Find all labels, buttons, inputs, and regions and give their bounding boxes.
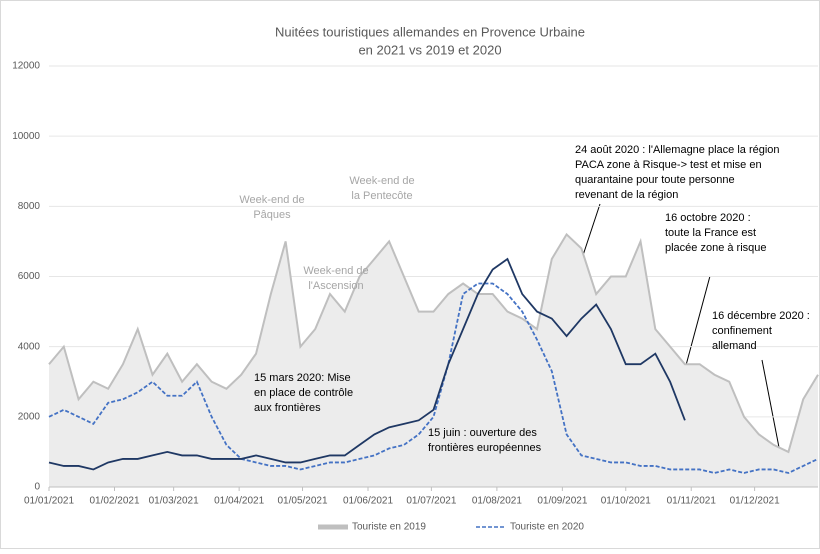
- annotation: revenant de la région: [575, 189, 678, 201]
- annotation: frontières européennes: [428, 442, 542, 454]
- annotation: quarantaine pour toute personne: [575, 174, 735, 186]
- x-tick-label: 01/05/2021: [277, 496, 327, 507]
- annotation: aux frontières: [254, 402, 321, 414]
- y-tick-label: 12000: [12, 61, 40, 72]
- annotation: Week-end de: [349, 175, 414, 187]
- annotation: Week-end de: [239, 194, 304, 206]
- x-tick-label: 01/01/2021: [24, 496, 74, 507]
- annotation: allemand: [712, 340, 757, 352]
- chart-title: en 2021 vs 2019 et 2020: [358, 42, 501, 57]
- x-tick-label: 01/04/2021: [214, 496, 264, 507]
- y-tick-label: 0: [34, 482, 40, 493]
- line: [48, 257, 686, 471]
- annotation: 24 août 2020 : l'Allemagne place la régi…: [575, 144, 780, 156]
- chart-title: Nuitées touristiques allemandes en Prove…: [275, 24, 585, 39]
- y-tick-label: 6000: [18, 271, 41, 282]
- x-tick-label: 01/09/2021: [537, 496, 587, 507]
- legend-label: Touriste en 2019: [352, 522, 426, 533]
- y-tick-label: 10000: [12, 131, 40, 142]
- annotation: 16 octobre 2020 :: [665, 212, 751, 224]
- x-tick-label: 01/10/2021: [601, 496, 651, 507]
- annotation: 15 mars 2020: Mise: [254, 372, 351, 384]
- annotation: Pâques: [253, 209, 291, 221]
- area: [49, 234, 818, 487]
- annotation: en place de contrôle: [254, 387, 353, 399]
- annotation: 15 juin : ouverture des: [428, 427, 537, 439]
- x-tick-label: 01/12/2021: [730, 496, 780, 507]
- annotation: Week-end de: [303, 265, 368, 277]
- annotation: PACA zone à Risque-> test et mise en: [575, 159, 762, 171]
- x-tick-label: 01/02/2021: [89, 496, 139, 507]
- y-tick-label: 4000: [18, 341, 41, 352]
- annotation: 16 décembre 2020 :: [712, 310, 810, 322]
- annotation: l'Ascension: [308, 280, 363, 292]
- x-tick-label: 01/11/2021: [667, 496, 717, 507]
- annotation: confinement: [712, 325, 772, 337]
- annotation: placée zone à risque: [665, 242, 767, 254]
- annotation: toute la France est: [665, 227, 756, 239]
- y-tick-label: 2000: [18, 411, 41, 422]
- x-tick-label: 01/08/2021: [472, 496, 522, 507]
- line: [48, 232, 819, 454]
- x-tick-label: 01/03/2021: [149, 496, 199, 507]
- annotation: la Pentecôte: [351, 190, 412, 202]
- legend-label: Touriste en 2020: [510, 522, 584, 533]
- y-tick-label: 8000: [18, 201, 41, 212]
- x-tick-label: 01/07/2021: [406, 496, 456, 507]
- x-tick-label: 01/06/2021: [343, 496, 393, 507]
